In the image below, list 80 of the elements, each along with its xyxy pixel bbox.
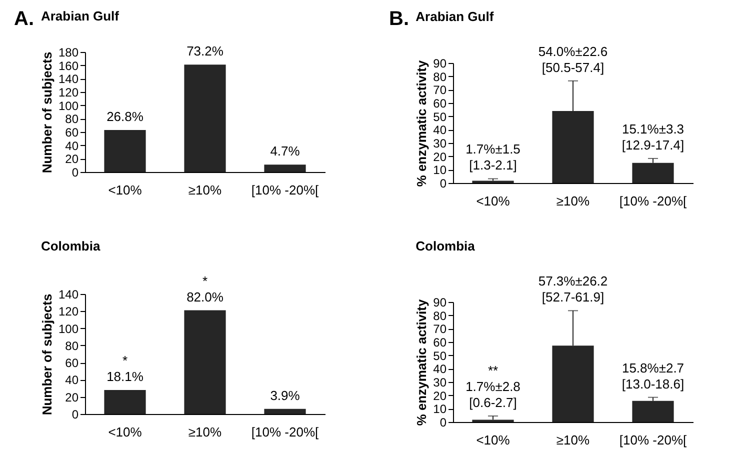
text: A. <box>14 8 34 31</box>
x-tick-label: <10% <box>476 194 510 208</box>
x-tick-label: ≥10% <box>556 432 590 448</box>
annotation: * 18.1% <box>106 353 144 384</box>
x-tick-label: [10% -20%[ <box>619 432 687 448</box>
data-label: 57.3%±26.2 [52.7-61.9] <box>538 274 608 305</box>
y-tick-label: 50 <box>433 348 447 363</box>
bar <box>104 390 146 414</box>
y-axis-title: Number of subjects <box>39 52 54 174</box>
y-tick-label: 140 <box>58 288 79 302</box>
y-tick-label: 20 <box>433 388 447 403</box>
y-tick-label: 60 <box>65 356 79 370</box>
y-tick-label: 40 <box>433 362 447 376</box>
y-tick-label: 20 <box>433 150 447 164</box>
annotation: 73.2% <box>186 44 224 59</box>
y-tick-label: 100 <box>58 98 79 113</box>
annotation: 3.9% <box>270 388 300 403</box>
y-tick-label: 0 <box>72 166 79 180</box>
y-tick-label: 30 <box>433 376 447 390</box>
y-axis-title: Number of subjects <box>39 294 54 416</box>
annotation: 4.7% <box>270 144 300 159</box>
bar <box>632 400 674 422</box>
x-tick-label: <10% <box>476 432 510 448</box>
y-tick-label: 80 <box>433 308 447 323</box>
chart-title: Arabian Gulf <box>40 8 120 24</box>
text: B. <box>389 8 409 31</box>
annotation: 26.8% <box>106 109 144 124</box>
y-tick-label: 60 <box>65 126 79 140</box>
y-axis-title: % enzymatic activity <box>414 298 430 426</box>
y-tick-label: 20 <box>65 390 79 404</box>
y-axis-title: % enzymatic activity <box>414 60 430 187</box>
y-tick-label: 80 <box>65 112 79 126</box>
y-tick-label: 60 <box>433 336 447 350</box>
data-label: ** 1.7%±2.8 [0.6-2.7] <box>466 363 520 410</box>
y-tick-label: 80 <box>65 338 79 353</box>
x-tick-label: [10% -20%[ <box>251 182 319 198</box>
bar <box>184 310 226 414</box>
y-tick-label: 90 <box>433 56 447 70</box>
x-tick-label: <10% <box>108 424 142 440</box>
chart-title: Colombia <box>416 238 476 254</box>
x-tick-label: [10% -20%[ <box>251 424 319 440</box>
y-tick-label: 70 <box>433 83 447 98</box>
y-tick-label: 180 <box>58 46 79 60</box>
chart-title: Arabian Gulf <box>416 8 494 24</box>
y-tick-label: 120 <box>58 304 79 319</box>
chart-title: Colombia <box>40 238 101 254</box>
y-tick-label: 10 <box>433 402 447 416</box>
y-tick-label: 0 <box>72 408 79 422</box>
x-tick-label: <10% <box>108 182 142 198</box>
y-tick-label: 70 <box>433 322 447 336</box>
data-label: 1.7%±1.5 [1.3-2.1] <box>466 142 520 173</box>
x-tick-label: [10% -20%[ <box>619 194 687 208</box>
y-tick-label: 100 <box>58 322 79 336</box>
y-tick-label: 140 <box>58 72 79 86</box>
y-tick-label: 30 <box>433 136 447 150</box>
y-tick-label: 80 <box>433 70 447 84</box>
y-tick-label: 0 <box>440 176 447 190</box>
bar <box>184 64 226 172</box>
data-label: 15.1%±3.3 [12.9-17.4] <box>622 121 684 152</box>
annotation: * 82.0% <box>186 273 224 304</box>
y-tick-label: 40 <box>65 138 79 153</box>
x-tick-label: ≥10% <box>556 194 590 208</box>
bar <box>264 164 306 172</box>
y-tick-label: 50 <box>433 110 447 124</box>
x-tick-label: ≥10% <box>188 424 222 440</box>
y-tick-label: 40 <box>433 123 447 138</box>
y-tick-label: 0 <box>440 416 447 430</box>
bar <box>264 408 306 414</box>
data-label: 15.8%±2.7 [13.0-18.6] <box>622 360 684 392</box>
y-tick-label: 120 <box>58 86 79 100</box>
x-tick-label: ≥10% <box>188 182 222 198</box>
bar <box>104 130 146 172</box>
y-tick-label: 160 <box>58 58 79 73</box>
y-tick-label: 60 <box>433 96 447 110</box>
y-tick-label: 40 <box>65 373 79 388</box>
data-label: 54.0%±22.6 [50.5-57.4] <box>538 44 608 75</box>
y-tick-label: 10 <box>433 163 447 178</box>
bar <box>632 162 674 183</box>
y-tick-label: 90 <box>433 296 447 310</box>
y-tick-label: 20 <box>65 152 79 166</box>
